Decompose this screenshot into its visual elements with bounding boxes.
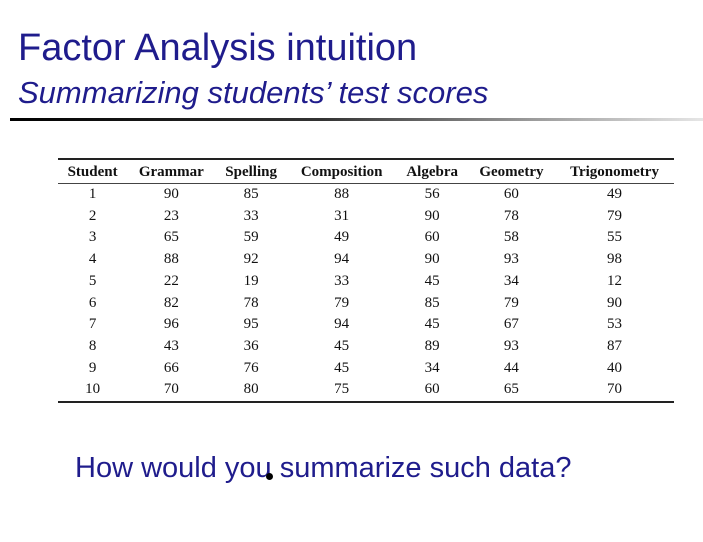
table-cell: 4 [88,251,97,268]
table-cell: 33 [243,207,259,224]
table-cell: 60 [503,186,519,202]
table-cell: 90 [424,207,440,224]
table-cell: 5 [88,272,97,289]
table-cell: 34 [424,359,440,376]
table-cell: 19 [243,272,259,289]
column-header-composition: Composition [300,163,383,180]
table-cell: 45 [424,272,440,289]
table-cell: 45 [334,359,350,376]
table-cell: 60 [424,381,440,398]
table-cell: 7 [88,316,97,333]
table-cell: 75 [334,381,350,398]
table-header-row: Student Grammar Spelling Composition Alg… [58,159,674,184]
table-cell: 31 [334,207,350,224]
table-cell: 49 [334,229,350,246]
table-cell: 76 [243,359,259,376]
table-cell: 45 [424,316,440,333]
table-cell: 90 [424,251,440,268]
table-cell: 88 [163,251,179,268]
table-cell: 56 [424,186,440,202]
column-header-spelling: Spelling [225,163,277,180]
table-cell: 89 [424,337,440,354]
table-cell: 93 [503,251,519,268]
table-cell: 85 [243,186,259,202]
slide-subtitle: Summarizing students’ test scores [18,75,489,110]
table-row: 10 70 80 75 60 65 70 [58,379,674,403]
table-cell: 79 [503,294,519,311]
table-cell: 59 [243,229,259,246]
table-row: 7 96 95 94 45 67 53 [58,314,674,336]
question-text: How would you summarize such data? [75,452,572,484]
table-cell: 88 [334,186,350,202]
table-cell: 90 [163,186,179,202]
table-cell: 79 [607,207,623,224]
table-cell: 78 [503,207,519,224]
table-cell: 44 [503,359,519,376]
table-cell: 45 [334,337,350,354]
table-cell: 95 [243,316,259,333]
column-header-geometry: Geometry [479,163,544,180]
table-cell: 66 [163,359,179,376]
table-cell: 9 [88,359,97,376]
table-row: 9 66 76 45 34 44 40 [58,358,674,380]
table-cell: 58 [503,229,519,246]
table-cell: 55 [607,229,623,246]
table-cell: 94 [334,316,350,333]
table-cell: 43 [163,337,179,354]
table-row: 1 90 85 88 56 60 49 [58,184,674,206]
table-cell: 36 [243,337,259,354]
table-cell: 70 [607,381,623,398]
table-cell: 8 [88,337,97,354]
title-divider [10,118,703,121]
table-cell: 67 [503,316,519,333]
table-body: 1 90 85 88 56 60 49 2 23 33 31 90 78 79 3 65 59 49 60 58 55 4… [58,184,674,403]
table-cell: 3 [88,229,97,246]
table-cell: 53 [607,316,623,333]
table-cell: 98 [607,251,623,268]
table-cell: 82 [163,294,179,311]
table-cell: 87 [607,337,623,354]
table-cell: 92 [243,251,259,268]
pointer-dot [266,473,273,480]
table-cell: 96 [163,316,179,333]
table-row: 2 23 33 31 90 78 79 [58,206,674,228]
table-cell: 34 [503,272,519,289]
table-cell: 78 [243,294,259,311]
table-row: 8 43 36 45 89 93 87 [58,336,674,358]
table-row: 5 22 19 33 45 34 12 [58,271,674,293]
column-header-grammar: Grammar [138,163,204,180]
table-cell: 60 [424,229,440,246]
table-cell: 40 [607,359,623,376]
table-cell: 70 [163,381,179,398]
table-cell: 23 [163,207,179,224]
table-cell: 94 [334,251,350,268]
test-scores-table: Student Grammar Spelling Composition Alg… [58,158,674,403]
table-row: 6 82 78 79 85 79 90 [58,293,674,315]
table-cell: 49 [607,186,623,202]
column-header-trigonometry: Trigonometry [570,163,659,180]
slide-title: Factor Analysis intuition [18,27,418,69]
table-cell: 10 [85,381,101,398]
table-cell: 22 [163,272,179,289]
table-row: 4 88 92 94 90 93 98 [58,249,674,271]
table-cell: 90 [607,294,623,311]
table-cell: 79 [334,294,350,311]
table-cell: 65 [163,229,179,246]
table-cell: 1 [88,186,97,202]
table-cell: 33 [334,272,350,289]
table-cell: 65 [503,381,519,398]
table-cell: 2 [88,207,97,224]
table-cell: 80 [243,381,259,398]
table-cell: 85 [424,294,440,311]
table-cell: 93 [503,337,519,354]
column-header-algebra: Algebra [406,163,458,180]
table-row: 3 65 59 49 60 58 55 [58,227,674,249]
column-header-student: Student [67,163,118,180]
table-cell: 6 [88,294,97,311]
table-cell: 12 [607,272,623,289]
